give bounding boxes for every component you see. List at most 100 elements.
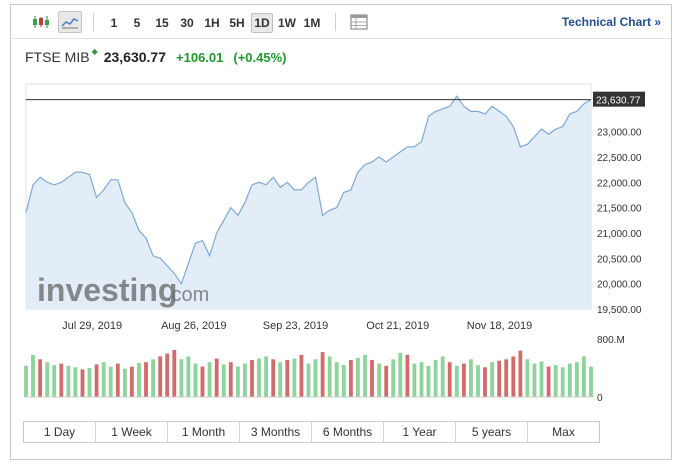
volume-bar xyxy=(476,365,480,397)
y-tick-label: 20,000.00 xyxy=(597,280,642,291)
chart-toolbar: 1 5 15 30 1H 5H 1D 1W 1M Technical Chart… xyxy=(11,5,671,39)
interval-5[interactable]: 5 xyxy=(133,16,141,30)
volume-bar xyxy=(45,362,50,397)
volume-bar xyxy=(313,359,318,397)
last-price-tag-label: 23,630.77 xyxy=(596,96,641,107)
y-tick-label: 20,500.00 xyxy=(597,254,642,265)
range-1-week[interactable]: 1 Week xyxy=(96,422,168,442)
volume-bar xyxy=(349,360,353,397)
volume-bar xyxy=(497,360,502,398)
volume-bar xyxy=(24,365,28,397)
volume-bar xyxy=(207,362,212,397)
price-chart[interactable]: investing.com 23,630.77 23,000.00 22,500.00… xyxy=(11,5,671,415)
volume-bar xyxy=(504,359,509,397)
volume-bar xyxy=(31,354,35,397)
interval-1m[interactable]: 1M xyxy=(303,16,321,30)
y-tick-label: 22,000.00 xyxy=(597,178,642,189)
volume-bar xyxy=(123,368,127,397)
candlestick-icon[interactable] xyxy=(29,11,53,33)
volume-bar xyxy=(405,354,410,397)
volume-bar xyxy=(59,363,64,397)
range-3-months[interactable]: 3 Months xyxy=(240,422,312,442)
volume-bar xyxy=(560,367,565,397)
price-area xyxy=(26,96,591,309)
last-price-tag xyxy=(593,91,645,107)
chart-widget: 1 5 15 30 1H 5H 1D 1W 1M Technical Chart… xyxy=(10,4,672,460)
y-tick-label: 21,000.00 xyxy=(597,229,642,240)
volume-bar xyxy=(334,362,339,397)
y-tick-label: 19,500.00 xyxy=(597,305,642,316)
volume-bar xyxy=(172,349,177,397)
interval-5h[interactable]: 5H xyxy=(229,16,245,30)
toolbar-divider xyxy=(335,13,336,31)
volume-bar xyxy=(228,362,233,397)
volume-bar xyxy=(525,359,530,397)
volume-bar xyxy=(426,365,431,397)
volume-bar xyxy=(236,366,240,397)
range-1-year[interactable]: 1 Year xyxy=(384,422,456,442)
volume-bar xyxy=(511,356,516,397)
range-6-months[interactable]: 6 Months xyxy=(312,422,384,442)
volume-bar xyxy=(419,362,424,397)
volume-bar xyxy=(553,365,558,397)
volume-bar xyxy=(101,362,106,397)
volume-bar xyxy=(186,356,191,397)
range-max[interactable]: Max xyxy=(528,422,599,442)
interval-1w[interactable]: 1W xyxy=(278,16,296,30)
volume-bar xyxy=(483,367,487,397)
volume-bar xyxy=(285,360,290,397)
watermark-suffix: .com xyxy=(166,284,209,306)
volume-bar xyxy=(454,365,459,397)
interval-30[interactable]: 30 xyxy=(180,16,194,30)
toolbar-divider xyxy=(93,13,94,31)
volume-bar xyxy=(214,358,219,397)
volume-bar xyxy=(518,350,523,397)
volume-bar xyxy=(384,365,389,397)
volume-bar xyxy=(137,362,141,397)
volume-bar xyxy=(200,366,205,397)
volume-bar xyxy=(257,358,261,397)
interval-1h[interactable]: 1H xyxy=(204,16,220,30)
y-tick-label: 22,500.00 xyxy=(597,153,642,164)
interval-1d[interactable]: 1D xyxy=(251,13,273,33)
table-icon[interactable] xyxy=(347,11,371,33)
interval-1[interactable]: 1 xyxy=(110,16,118,30)
volume-bar xyxy=(158,356,163,397)
volume-bar xyxy=(94,364,99,397)
range-1-day[interactable]: 1 Day xyxy=(24,422,96,442)
x-tick-label: Oct 21, 2019 xyxy=(366,320,429,332)
volume-bar xyxy=(278,362,283,397)
volume-bar xyxy=(575,362,579,397)
volume-bar xyxy=(582,356,586,397)
volume-bar xyxy=(532,363,537,397)
volume-bar xyxy=(250,360,254,397)
volume-bar xyxy=(567,363,572,397)
volume-bar xyxy=(440,356,445,397)
volume-bar xyxy=(193,363,198,397)
volume-bar xyxy=(363,354,367,397)
volume-bar xyxy=(151,359,155,397)
double-chevron-right-icon: » xyxy=(654,15,661,29)
volume-bar xyxy=(130,366,134,397)
range-5-years[interactable]: 5 years xyxy=(456,422,528,442)
interval-15[interactable]: 15 xyxy=(155,16,169,30)
volume-bar xyxy=(341,365,346,397)
y-tick-label: 23,000.00 xyxy=(597,128,642,139)
watermark-brand: investing xyxy=(37,272,177,308)
volume-bar xyxy=(546,366,551,397)
volume-bar xyxy=(115,363,120,397)
instrument-name: FTSE MIB xyxy=(25,49,90,65)
last-price: 23,630.77 xyxy=(103,49,167,65)
technical-chart-link[interactable]: Technical Chart » xyxy=(562,15,661,29)
x-tick-label: Jul 29, 2019 xyxy=(62,320,122,332)
volume-bar xyxy=(356,357,360,397)
technical-chart-label: Technical Chart xyxy=(561,15,651,29)
time-range-bar: 1 Day 1 Week 1 Month 3 Months 6 Months 1… xyxy=(23,421,600,443)
x-tick-label: Aug 26, 2019 xyxy=(161,320,226,332)
range-1-month[interactable]: 1 Month xyxy=(168,422,240,442)
volume-bar xyxy=(539,361,544,397)
volume-bar xyxy=(589,366,593,397)
line-chart-icon[interactable] xyxy=(58,11,82,33)
price-change-percent: (+0.45%) xyxy=(233,50,287,65)
volume-bar xyxy=(80,369,85,397)
